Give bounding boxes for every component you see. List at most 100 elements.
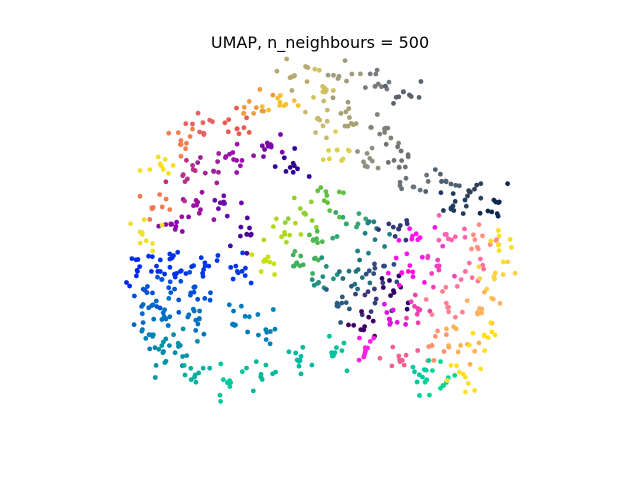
- scatter-point: [469, 246, 474, 252]
- scatter-point: [331, 276, 336, 282]
- scatter-point: [221, 199, 227, 205]
- chart-title: UMAP, n_neighbours = 500: [210, 33, 430, 52]
- scatter-point: [339, 294, 345, 300]
- scatter-point: [361, 159, 366, 165]
- scatter-point: [124, 280, 129, 285]
- scatter-point: [429, 271, 435, 276]
- scatter-point: [472, 348, 478, 354]
- scatter-point: [393, 94, 399, 100]
- scatter-point: [357, 335, 362, 341]
- scatter-point: [147, 346, 153, 352]
- scatter-point: [431, 358, 437, 363]
- scatter-point: [171, 253, 176, 258]
- scatter-point: [367, 280, 373, 286]
- scatter-point: [404, 315, 409, 321]
- scatter-point: [345, 123, 351, 129]
- scatter-point: [333, 210, 339, 215]
- scatter-point: [492, 332, 498, 338]
- scatter-point: [290, 160, 296, 166]
- scatter-point: [190, 126, 195, 132]
- scatter-point: [184, 353, 190, 358]
- scatter-point: [477, 210, 483, 216]
- scatter-point: [201, 130, 207, 136]
- scatter-point: [403, 322, 408, 327]
- scatter-point: [167, 256, 173, 262]
- scatter-point: [505, 259, 511, 265]
- scatter-point: [243, 265, 248, 271]
- scatter-point: [379, 276, 385, 281]
- scatter-point: [286, 349, 292, 355]
- scatter-point: [324, 107, 330, 113]
- scatter-point: [341, 340, 347, 346]
- scatter-point: [192, 372, 198, 378]
- scatter-point: [412, 292, 418, 298]
- scatter-point: [158, 163, 164, 169]
- scatter-point: [201, 331, 207, 337]
- scatter-point: [467, 361, 473, 367]
- scatter-point: [163, 222, 169, 227]
- scatter-point: [172, 286, 178, 292]
- scatter-point: [188, 292, 193, 298]
- scatter-point: [161, 339, 166, 345]
- scatter-point: [492, 270, 498, 276]
- scatter-point: [159, 222, 165, 228]
- scatter-point: [452, 373, 458, 378]
- scatter-point: [376, 227, 381, 233]
- scatter-point: [388, 293, 393, 298]
- scatter-point: [427, 308, 433, 314]
- scatter-point: [258, 269, 264, 274]
- scatter-point: [368, 125, 374, 130]
- scatter-point: [380, 285, 386, 290]
- scatter-point: [448, 181, 454, 187]
- scatter-point: [174, 271, 179, 276]
- scatter-point: [472, 237, 478, 243]
- scatter-point: [416, 372, 422, 378]
- scatter-point: [423, 189, 429, 194]
- scatter-point: [387, 322, 393, 327]
- scatter-point: [321, 198, 327, 204]
- scatter-point: [162, 157, 168, 162]
- scatter-point: [216, 151, 222, 156]
- scatter-point: [345, 99, 351, 105]
- scatter-point: [263, 337, 269, 342]
- scatter-point: [155, 154, 161, 160]
- scatter-point: [178, 138, 184, 143]
- scatter-point: [218, 361, 224, 367]
- scatter-point: [285, 216, 291, 222]
- scatter-point: [458, 277, 464, 282]
- scatter-point: [405, 269, 411, 274]
- scatter-point: [196, 210, 202, 216]
- scatter-point: [414, 311, 420, 317]
- scatter-point: [298, 232, 304, 237]
- scatter-point: [478, 195, 484, 201]
- scatter-point: [248, 280, 254, 286]
- scatter-point: [327, 333, 332, 339]
- scatter-point: [359, 309, 364, 314]
- scatter-point: [382, 301, 387, 307]
- scatter-point: [191, 203, 196, 209]
- scatter-point: [415, 348, 421, 353]
- scatter-point: [346, 322, 351, 328]
- scatter-point: [261, 259, 266, 264]
- scatter-point: [310, 238, 316, 244]
- scatter-point: [195, 296, 201, 302]
- scatter-point: [172, 350, 178, 356]
- scatter-point: [462, 197, 468, 203]
- scatter-point: [372, 83, 378, 89]
- scatter-point: [230, 322, 236, 327]
- scatter-point: [343, 109, 349, 115]
- scatter-point: [272, 164, 278, 170]
- scatter-point: [195, 160, 201, 166]
- scatter-point: [374, 67, 380, 73]
- scatter-point: [478, 256, 483, 262]
- scatter-point: [262, 147, 267, 152]
- scatter-point: [362, 352, 367, 358]
- scatter-point: [190, 167, 196, 173]
- scatter-point: [193, 198, 199, 203]
- scatter-point: [315, 188, 321, 194]
- scatter-point: [226, 117, 232, 122]
- scatter-point: [450, 191, 456, 197]
- scatter-point: [143, 238, 149, 244]
- scatter-point: [443, 179, 449, 185]
- scatter-point: [191, 263, 197, 269]
